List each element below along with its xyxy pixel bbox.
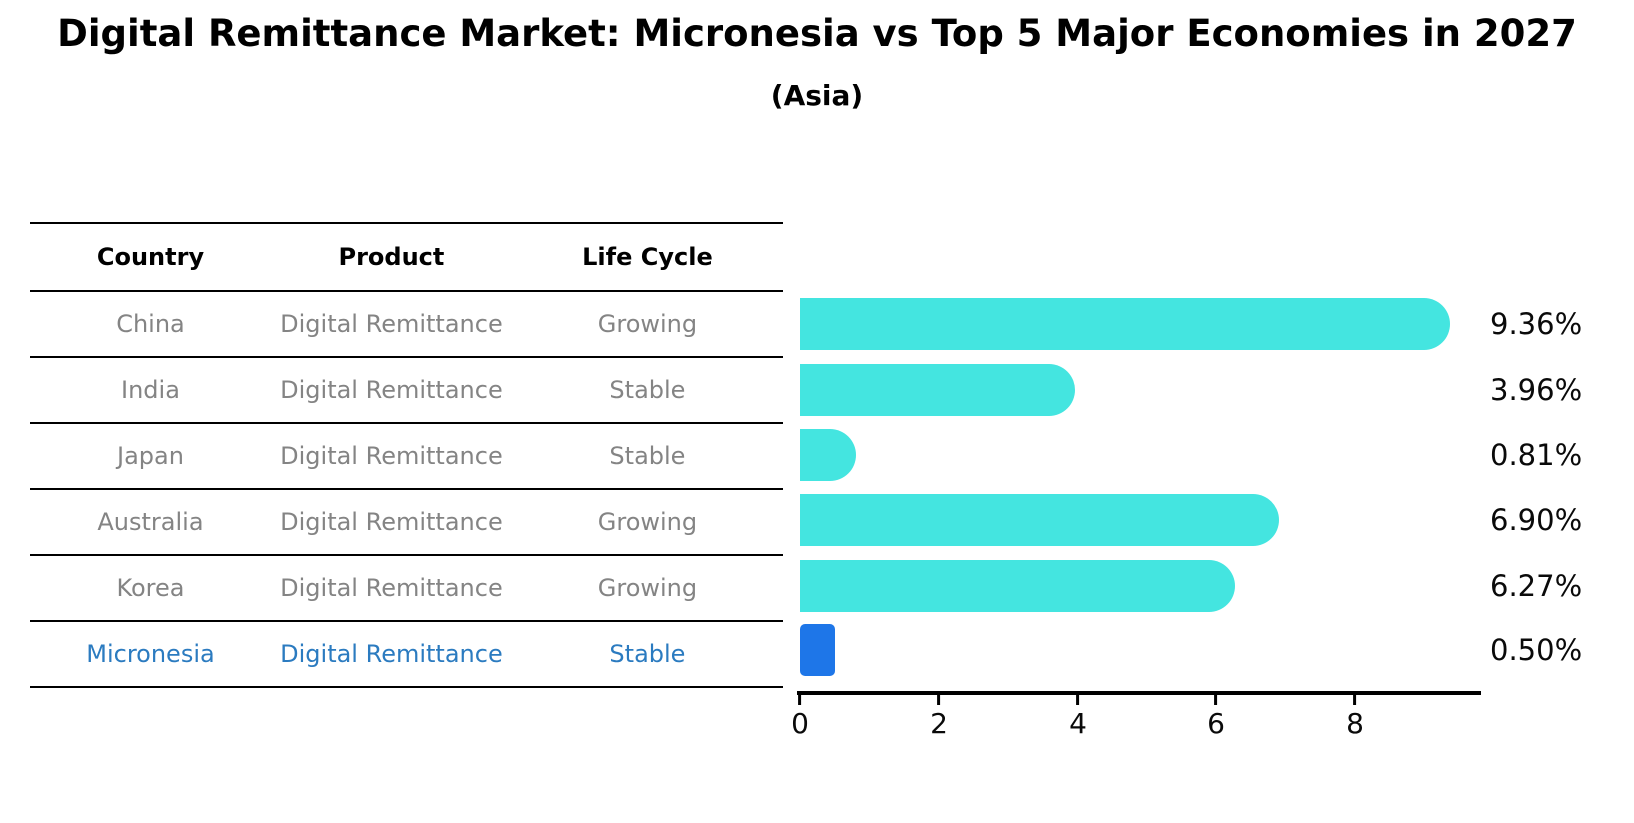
tick-label: 6 — [1207, 707, 1225, 740]
bar-value-label: 0.50% — [1490, 633, 1583, 667]
country-cell: Japan — [117, 442, 184, 470]
tick-mark — [937, 695, 941, 705]
tick-label: 4 — [1069, 707, 1087, 740]
table-row: Korea Digital Remittance Growing — [30, 554, 783, 620]
table-header-row: Country Product Life Cycle — [30, 222, 783, 290]
product-cell: Digital Remittance — [280, 508, 503, 536]
x-axis-tick: 2 — [930, 695, 948, 740]
product-cell: Digital Remittance — [280, 640, 503, 668]
country-cell: Australia — [97, 508, 204, 536]
x-axis-line — [797, 691, 1481, 695]
x-axis-tick: 8 — [1346, 695, 1364, 740]
bar-korea — [800, 560, 1235, 612]
tick-label: 8 — [1346, 707, 1364, 740]
life-cycle-cell: Stable — [609, 640, 686, 668]
bar-value-label: 3.96% — [1490, 373, 1583, 407]
country-cell: India — [121, 376, 180, 404]
life-cycle-cell: Growing — [597, 508, 698, 536]
bar-micronesia — [800, 624, 835, 676]
bar-japan — [800, 429, 856, 481]
comparison-table: Country Product Life Cycle China Digital… — [30, 222, 783, 688]
country-cell: Micronesia — [86, 640, 215, 668]
tick-mark — [798, 695, 802, 705]
bar-chart: 9.36% 3.96% 0.81% 6.90% 6.27% 0.50% 0 2 … — [791, 0, 1634, 823]
bar-value-label: 6.27% — [1490, 569, 1583, 603]
page-subtitle: (Asia) — [770, 79, 864, 112]
x-axis-tick: 0 — [791, 695, 809, 740]
bar-india — [800, 364, 1075, 416]
table-row: India Digital Remittance Stable — [30, 356, 783, 422]
country-cell: China — [116, 310, 185, 338]
bar-australia — [800, 494, 1279, 546]
page-title: Digital Remittance Market: Micronesia vs… — [57, 12, 1577, 55]
x-axis-tick: 4 — [1069, 695, 1087, 740]
table-row-micronesia: Micronesia Digital Remittance Stable — [30, 620, 783, 686]
table-row: China Digital Remittance Growing — [30, 290, 783, 356]
tick-label: 0 — [791, 707, 809, 740]
life-cycle-cell: Growing — [597, 310, 698, 338]
tick-mark — [1353, 695, 1357, 705]
x-axis-tick: 6 — [1207, 695, 1225, 740]
product-cell: Digital Remittance — [280, 442, 503, 470]
bar-china — [800, 298, 1450, 350]
life-cycle-cell: Growing — [597, 574, 698, 602]
tick-label: 2 — [930, 707, 948, 740]
column-header-product: Product — [338, 243, 445, 271]
bar-value-label: 6.90% — [1490, 503, 1583, 537]
column-header-country: Country — [96, 243, 205, 271]
life-cycle-cell: Stable — [609, 376, 686, 404]
product-cell: Digital Remittance — [280, 310, 503, 338]
bar-value-label: 9.36% — [1490, 307, 1583, 341]
product-cell: Digital Remittance — [280, 574, 503, 602]
column-header-life-cycle: Life Cycle — [582, 243, 713, 271]
tick-mark — [1076, 695, 1080, 705]
country-cell: Korea — [116, 574, 185, 602]
tick-mark — [1214, 695, 1218, 705]
life-cycle-cell: Stable — [609, 442, 686, 470]
bar-value-label: 0.81% — [1490, 438, 1583, 472]
product-cell: Digital Remittance — [280, 376, 503, 404]
table-row: Australia Digital Remittance Growing — [30, 488, 783, 554]
table-row: Japan Digital Remittance Stable — [30, 422, 783, 488]
